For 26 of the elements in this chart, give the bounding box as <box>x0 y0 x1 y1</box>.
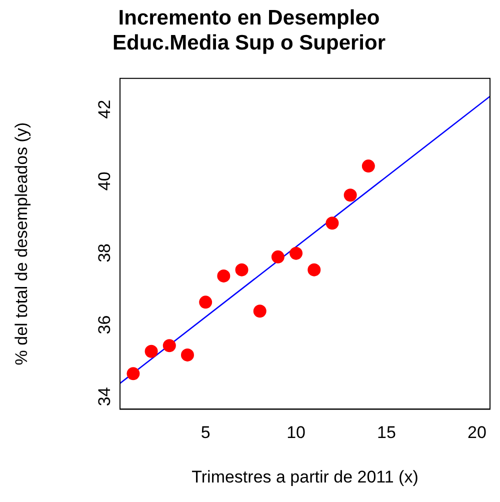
point <box>199 296 212 309</box>
point <box>217 269 230 282</box>
point <box>162 339 176 352</box>
x-tick-label: 20 <box>468 423 486 442</box>
x-tick-label: 15 <box>377 423 396 442</box>
point <box>308 263 321 276</box>
y-tick-label: 40 <box>95 172 114 191</box>
y-tick-label: 34 <box>95 387 114 406</box>
point <box>180 348 194 362</box>
y-axis-title: % del total de desempleados (y) <box>12 122 31 366</box>
point <box>362 160 375 173</box>
point <box>344 188 357 202</box>
point <box>126 367 140 380</box>
point <box>271 250 284 264</box>
chart-title: Incremento en Desempleo Educ.Media Sup o Superior <box>112 6 386 55</box>
point <box>144 344 158 358</box>
y-tick-label: 38 <box>95 244 114 262</box>
point <box>253 304 266 318</box>
point <box>290 246 303 260</box>
point <box>326 216 339 230</box>
x-tick-label: 5 <box>200 423 210 442</box>
x-axis-title: Trimestres a partir de 2011 (x) <box>192 467 418 486</box>
y-tick-label: 42 <box>95 100 114 119</box>
y-tick-label: 36 <box>95 315 114 334</box>
x-tick-label: 10 <box>286 423 306 442</box>
point <box>235 263 248 276</box>
